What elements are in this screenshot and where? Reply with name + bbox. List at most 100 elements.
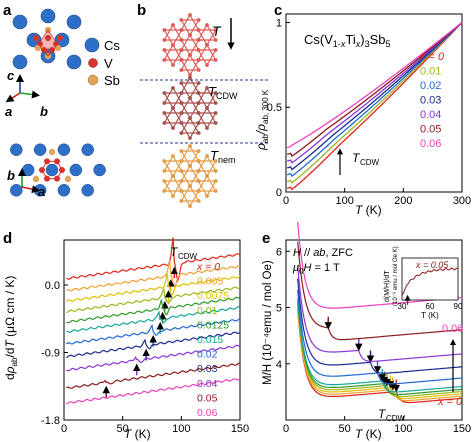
legend-entry-c: 0.01	[420, 66, 441, 78]
y-tick-label: 5	[276, 303, 282, 315]
x-tick-label: 0	[61, 423, 67, 435]
legend-v-label: V	[104, 56, 113, 71]
panel-a: a Cs V Sb c a b b a	[3, 2, 120, 199]
kagome-triangle-down	[163, 180, 183, 198]
cs-atom-topview	[21, 163, 35, 177]
kagome-site	[213, 38, 218, 42]
y-tick-label: 4	[276, 359, 282, 371]
axes-triad-bottom: b a	[7, 168, 45, 199]
panel-e-label: e	[262, 230, 270, 247]
kagome-site	[162, 91, 167, 95]
sb-atom-topview	[32, 175, 40, 183]
kagome-site	[196, 199, 201, 203]
inset-x-tick-label: 60	[426, 302, 435, 311]
kagome-site	[196, 121, 201, 125]
susceptibility-curve	[297, 310, 463, 404]
kagome-site	[196, 18, 201, 22]
kagome-site	[188, 184, 192, 188]
kagome-triangle-up	[180, 53, 200, 71]
legend-entry-d: x = 0	[196, 261, 220, 273]
x-tick-label: 50	[117, 423, 129, 435]
axis-a-bottom-label: a	[38, 184, 45, 199]
panel-b-label: b	[137, 2, 146, 19]
kagome-site	[188, 33, 192, 37]
y-tick-label: -0.9	[41, 348, 60, 360]
panel-c-label: c	[274, 2, 282, 19]
kagome-triangle-down	[180, 39, 200, 57]
kagome-site	[196, 189, 201, 193]
sb-atom	[34, 44, 42, 52]
panel-e-xlabel: T (K)	[355, 427, 382, 441]
drho-dt-curve	[66, 331, 241, 359]
y-tick-label: 0.0	[45, 280, 60, 292]
kagome-site	[171, 23, 175, 27]
v-atom	[33, 35, 39, 41]
legend-entry-d: 0.02	[197, 349, 218, 361]
susceptibility-curve	[297, 305, 463, 400]
cs-atom-swatch	[84, 37, 100, 53]
cs-atom	[66, 54, 82, 70]
kagome-site	[179, 111, 184, 115]
kagome-triangle-up	[197, 86, 217, 104]
kagome-site	[196, 101, 201, 105]
x-tick-label: 50	[339, 423, 351, 435]
susceptibility-curve	[297, 265, 463, 362]
kagome-triangle-down	[180, 190, 200, 208]
cs-atom	[40, 8, 56, 24]
legend-entry-c: x = 0	[419, 51, 445, 63]
kagome-triangle-up	[163, 86, 183, 104]
kagome-triangle-down	[180, 102, 200, 120]
resistivity-curve	[287, 22, 463, 164]
kagome-site	[171, 106, 175, 110]
tnem-label: T	[210, 148, 219, 163]
kagome-triangle-up	[163, 106, 183, 124]
v-atom	[45, 35, 51, 41]
kagome-triangle-up	[180, 164, 200, 182]
panel-d-tcdw-label: T	[170, 245, 179, 259]
cs-atom-topview	[81, 184, 94, 197]
y-tick-label: -1.8	[41, 415, 60, 427]
kagome-site	[179, 28, 184, 32]
panel-c-curves	[286, 21, 463, 191]
kagome-site	[188, 96, 192, 100]
kagome-site	[188, 53, 192, 57]
kagome-site	[205, 43, 209, 47]
legend-entry-d: 0.03	[197, 363, 218, 375]
drho-dt-curve	[66, 237, 241, 283]
panel-d-xlabel: T (K)	[124, 427, 151, 441]
panel-d-curves	[65, 237, 241, 405]
panel-c-formula: Cs(V1-xTix)3Sb5	[304, 32, 391, 49]
inset-title: x = 0.05	[415, 260, 449, 270]
kagome-site	[213, 121, 218, 125]
kagome-site	[171, 43, 175, 47]
cs-atom	[66, 14, 82, 30]
v-atom	[49, 47, 55, 53]
panel-d-axes: 0 50 100 150 0.0 -0.9 -1.8	[41, 239, 249, 435]
kagome-site	[196, 38, 201, 42]
axis-b-label: b	[40, 104, 48, 119]
cs-atom-topview	[57, 143, 71, 156]
x-tick-label: 100	[172, 423, 190, 435]
inset-curve	[401, 267, 458, 296]
kagome-star-of-david-top	[162, 13, 218, 77]
x-tick-label: 150	[453, 423, 471, 435]
kagome-site	[188, 164, 192, 168]
kagome-site	[179, 121, 184, 125]
tnem-subscript: nem	[218, 155, 236, 165]
legend-entry-c: 0.03	[420, 95, 441, 107]
legend-sb-label: Sb	[104, 73, 120, 88]
tcdw-label: T	[208, 84, 217, 99]
kagome-triangle-up	[180, 96, 200, 114]
kagome-site	[213, 48, 218, 52]
kagome-site	[213, 28, 218, 32]
axis-c-label: c	[7, 68, 15, 83]
legend-entry-d: 0.05	[197, 392, 218, 404]
panel-c-axes: 0 100 200 300 0 0.5 1	[267, 13, 471, 207]
drho-dt-curve	[66, 362, 241, 389]
kagome-triangle-down	[197, 180, 217, 198]
kagome-star-of-david-bottom	[162, 144, 218, 208]
inset-x-tick-label: 90	[454, 302, 463, 311]
kagome-site	[179, 81, 184, 85]
resistivity-curve	[286, 22, 463, 191]
sb-atom-swatch	[87, 74, 99, 86]
